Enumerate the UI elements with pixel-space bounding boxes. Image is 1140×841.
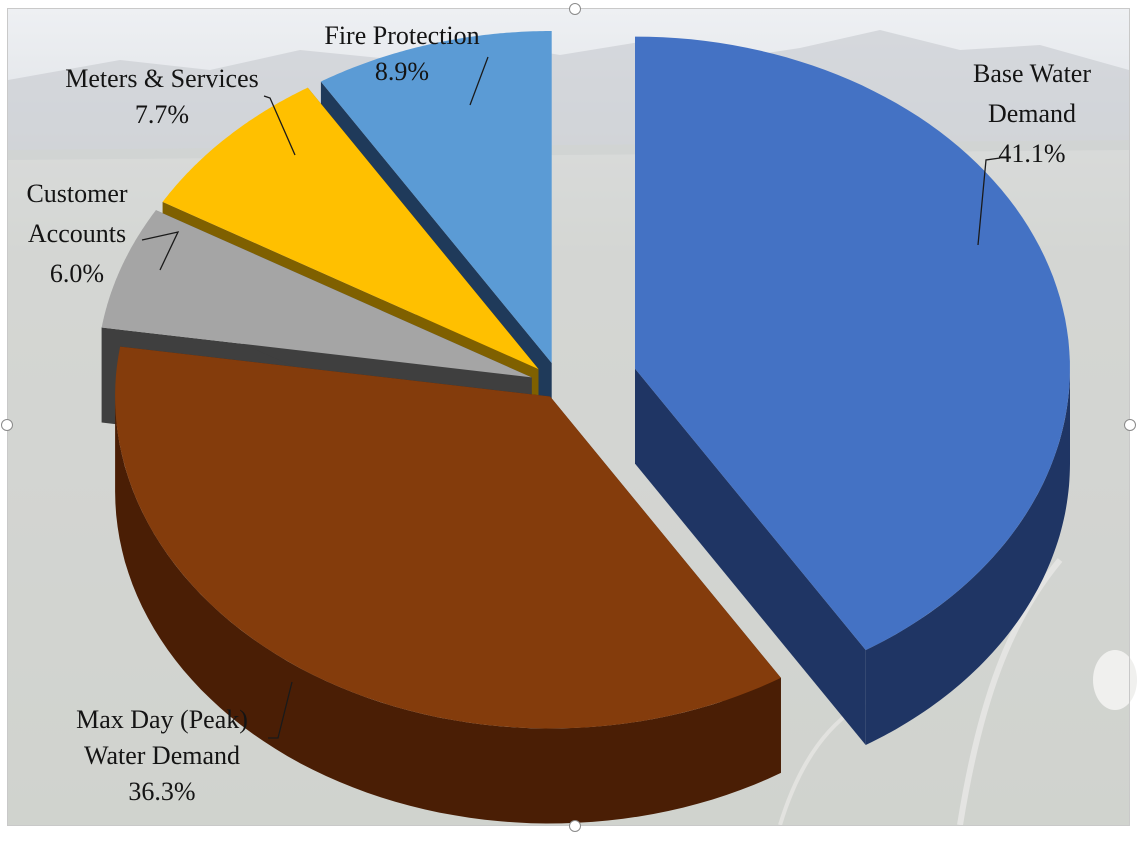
top-center-resize-handle[interactable] — [569, 3, 581, 15]
right-center-resize-handle[interactable] — [1124, 419, 1136, 431]
data-label-category: Max Day (Peak) — [76, 705, 248, 734]
label-meters-services: Meters & Services 7.7% — [65, 64, 296, 156]
data-label-value: 41.1% — [998, 139, 1065, 168]
left-center-resize-handle[interactable] — [1, 419, 13, 431]
slice-top-face — [101, 210, 532, 378]
data-label-category: Accounts — [28, 219, 126, 248]
slice-outer-wall — [865, 368, 1070, 745]
data-label-value: 36.3% — [128, 777, 195, 806]
leader-line — [268, 681, 293, 739]
data-label-value: 6.0% — [50, 259, 104, 288]
pie-slices — [101, 31, 1070, 824]
leader-line — [977, 157, 1001, 246]
data-labels: Base Water Demand 41.1% Max Day (Peak) Water… — [26, 21, 1091, 806]
slice-top-face — [320, 31, 552, 363]
leader-line — [263, 95, 296, 156]
label-customer-accounts: Customer Accounts 6.0% — [26, 179, 180, 288]
data-label-category: Base Water — [973, 59, 1091, 88]
data-label-category: Fire Protection — [324, 21, 479, 50]
data-label-category: Meters & Services — [65, 64, 259, 93]
data-label-category: Customer — [26, 179, 127, 208]
slice-side-wall — [635, 368, 866, 745]
data-label-value: 7.7% — [135, 100, 189, 129]
leader-line — [141, 231, 180, 271]
label-max-day-peak-water-demand: Max Day (Peak) Water Demand 36.3% — [76, 681, 293, 806]
slice-outer-wall — [115, 396, 781, 824]
slice-base-water-demand[interactable] — [635, 36, 1070, 745]
bottom-center-resize-handle[interactable] — [569, 820, 581, 832]
label-base-water-demand: Base Water Demand 41.1% — [973, 59, 1091, 246]
slice-top-face — [115, 346, 781, 729]
leader-line — [469, 56, 489, 106]
slice-top-face — [635, 36, 1070, 651]
data-label-category: Water Demand — [84, 741, 240, 770]
data-label-value: 8.9% — [375, 57, 429, 86]
label-fire-protection: Fire Protection 8.9% — [324, 21, 489, 106]
slice-max-day-peak-water-demand[interactable] — [115, 346, 781, 824]
data-label-category: Demand — [988, 99, 1076, 128]
slice-top-face — [162, 87, 539, 370]
